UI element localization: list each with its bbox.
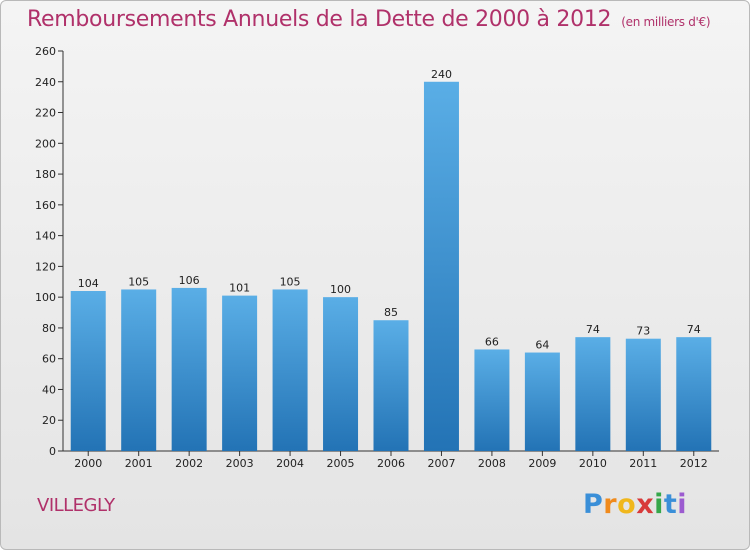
chart-title-text: Remboursements Annuels de la Dette de 20… [27, 7, 612, 32]
bar-2005 [323, 297, 359, 451]
x-tick-label-2010: 2010 [579, 457, 607, 470]
y-tick-label: 240 [35, 76, 56, 89]
y-tick-label: 180 [35, 168, 56, 181]
bar-2003 [222, 295, 258, 451]
chart-subtitle: (en milliers d'€) [621, 15, 711, 29]
y-tick-label: 200 [35, 137, 56, 150]
data-label-2000: 104 [78, 277, 99, 290]
x-tick-label-2006: 2006 [377, 457, 405, 470]
chart-axes: 0 20 40 60 80 100 120 140 160 180 200 220 240 260 2000… [35, 45, 719, 470]
chart-bars [70, 81, 712, 452]
x-tick-label-2008: 2008 [478, 457, 506, 470]
bar-2009 [524, 352, 560, 451]
y-tick-label: 80 [42, 322, 56, 335]
y-tick-label: 220 [35, 107, 56, 120]
data-label-2002: 106 [179, 274, 200, 287]
brand-letter: r [603, 489, 618, 520]
x-tick-label-2012: 2012 [680, 457, 708, 470]
x-tick-label-2004: 2004 [276, 457, 304, 470]
y-tick-label: 160 [35, 199, 56, 212]
data-label-2001: 105 [128, 275, 149, 288]
x-tick-label-2011: 2011 [629, 457, 657, 470]
chart-labels: 104 105 106 101 105 100 85 240 66 64 74 73 74 [78, 68, 701, 352]
data-label-2007: 240 [431, 68, 452, 81]
x-tick-label-2000: 2000 [74, 457, 102, 470]
x-tick-label-2005: 2005 [327, 457, 355, 470]
bar-2007 [423, 81, 459, 452]
data-label-2003: 101 [229, 282, 250, 295]
brand-letter: P [583, 489, 604, 520]
brand-letter: o [617, 489, 637, 520]
data-label-2009: 64 [535, 339, 549, 352]
bar-2011 [625, 338, 661, 451]
x-tick-label-2007: 2007 [427, 457, 455, 470]
bar-2010 [575, 337, 611, 451]
brand-letter: x [636, 489, 655, 520]
y-tick-label: 40 [42, 383, 56, 396]
bar-2008 [474, 349, 510, 451]
y-tick-label: 140 [35, 230, 56, 243]
city-name: VILLEGLY [37, 495, 115, 516]
bar-2002 [171, 287, 207, 451]
brand-letter: i [677, 489, 688, 520]
y-tick-label: 100 [35, 291, 56, 304]
y-tick-label: 120 [35, 260, 56, 273]
data-label-2012: 74 [687, 323, 701, 336]
y-tick-label: 60 [42, 353, 56, 366]
y-tick-label: 0 [49, 445, 56, 458]
brand-letter: i [654, 489, 664, 520]
brand-letter: t [663, 489, 678, 520]
bar-2012 [676, 337, 712, 451]
x-tick-label-2003: 2003 [226, 457, 254, 470]
y-tick-label: 260 [35, 45, 56, 58]
bar-2001 [121, 289, 157, 451]
x-tick-label-2009: 2009 [528, 457, 556, 470]
data-label-2008: 66 [485, 335, 499, 348]
x-tick-label-2001: 2001 [125, 457, 153, 470]
data-label-2005: 100 [330, 283, 351, 296]
data-label-2006: 85 [384, 306, 398, 319]
data-label-2011: 73 [636, 325, 650, 338]
chart-title: Remboursements Annuels de la Dette de 20… [27, 7, 711, 32]
x-tick-label-2002: 2002 [175, 457, 203, 470]
data-label-2010: 74 [586, 323, 600, 336]
bar-2004 [272, 289, 308, 451]
brand-logo: Proxiti [583, 489, 687, 520]
data-label-2004: 105 [280, 275, 301, 288]
bar-2006 [373, 320, 409, 451]
bar-2000 [70, 291, 106, 451]
y-tick-label: 20 [42, 414, 56, 427]
